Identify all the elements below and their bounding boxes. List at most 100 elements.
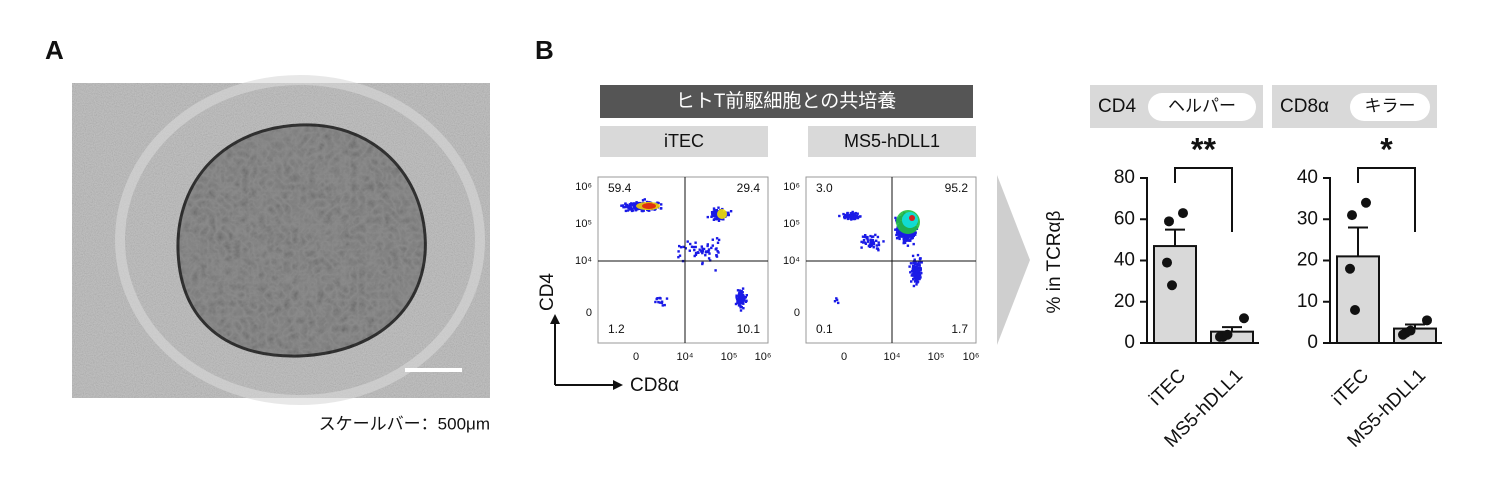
event-dot bbox=[916, 262, 919, 266]
event-dot bbox=[741, 291, 744, 294]
event-dot bbox=[626, 205, 629, 208]
event-dot bbox=[729, 210, 733, 213]
event-dot bbox=[677, 256, 680, 259]
event-dot bbox=[706, 215, 709, 219]
event-dot bbox=[735, 296, 738, 299]
event-dot bbox=[906, 244, 910, 247]
event-dot bbox=[679, 246, 683, 249]
event-dot bbox=[914, 263, 917, 266]
y-label: CD4 bbox=[537, 273, 558, 311]
event-dot bbox=[869, 234, 872, 238]
significance-bracket bbox=[1357, 167, 1416, 232]
header: ヒトT前駆細胞との共培養 bbox=[676, 90, 896, 112]
event-dot bbox=[872, 235, 875, 238]
event-dot bbox=[693, 254, 696, 258]
event-dot bbox=[694, 245, 697, 249]
event-dot bbox=[631, 207, 634, 211]
event-dot bbox=[913, 270, 916, 273]
event-dot bbox=[882, 240, 885, 243]
event-dot bbox=[911, 264, 915, 267]
event-dot bbox=[717, 238, 721, 242]
event-dot bbox=[698, 248, 701, 251]
event-dot bbox=[714, 269, 717, 272]
y-tick-label: 10⁶ bbox=[575, 181, 592, 193]
event-dot bbox=[862, 239, 866, 242]
event-dot bbox=[852, 217, 856, 221]
event-dot bbox=[706, 243, 709, 246]
event-dot bbox=[707, 257, 711, 260]
event-dot bbox=[917, 266, 920, 270]
event-dot bbox=[848, 215, 851, 219]
event-dot bbox=[875, 239, 878, 242]
event-dot bbox=[722, 218, 725, 221]
event-dot bbox=[920, 261, 923, 264]
event-dot bbox=[918, 257, 922, 261]
event-dot bbox=[920, 271, 923, 275]
event-dot bbox=[641, 199, 645, 202]
event-dot bbox=[739, 293, 742, 296]
y-tick-label: 10⁴ bbox=[783, 255, 800, 267]
x-tick-label: 10⁶ bbox=[963, 351, 980, 363]
event-dot bbox=[843, 213, 847, 217]
arrow bbox=[997, 175, 1030, 345]
event-dot bbox=[697, 251, 700, 254]
chart-tag: ヘルパー bbox=[1168, 96, 1236, 115]
event-dot bbox=[872, 241, 876, 244]
significance: * bbox=[1380, 131, 1393, 167]
flow-plot-label: MS5-hDLL1 bbox=[844, 131, 940, 151]
event-dot bbox=[624, 205, 627, 209]
event-dot bbox=[918, 263, 921, 266]
event-dot bbox=[684, 247, 687, 250]
event-dot bbox=[710, 215, 713, 218]
data-point bbox=[1239, 313, 1249, 324]
event-dot bbox=[895, 233, 898, 237]
x-tick-label: 0 bbox=[841, 351, 847, 363]
event-dot bbox=[634, 204, 638, 208]
event-dot bbox=[909, 262, 913, 265]
event-dot bbox=[842, 212, 845, 216]
event-dot bbox=[894, 228, 897, 231]
event-dot bbox=[915, 279, 919, 282]
event-dot bbox=[634, 207, 638, 210]
event-dot bbox=[903, 241, 907, 244]
x-label: CD8α bbox=[630, 375, 679, 396]
event-dot bbox=[641, 209, 644, 213]
event-dot bbox=[726, 213, 730, 216]
y-axis-label: % in TCRαβ bbox=[1044, 211, 1065, 314]
event-dot bbox=[918, 273, 922, 277]
event-dot bbox=[661, 304, 664, 307]
event-dot bbox=[677, 250, 680, 253]
error-bar bbox=[1222, 326, 1242, 332]
y-tick-label: 0 bbox=[1124, 332, 1135, 353]
event-dot bbox=[872, 243, 876, 246]
bar bbox=[1153, 245, 1197, 344]
event-dot bbox=[851, 216, 855, 219]
event-dot bbox=[622, 205, 625, 209]
event-dot bbox=[860, 240, 863, 244]
event-dot bbox=[657, 300, 660, 304]
header-bar bbox=[600, 85, 973, 118]
event-dot bbox=[869, 242, 872, 246]
event-dot bbox=[738, 301, 741, 304]
event-dot bbox=[897, 236, 900, 239]
event-dot bbox=[660, 207, 663, 210]
event-dot bbox=[894, 216, 897, 220]
data-point bbox=[1345, 263, 1355, 274]
event-dot bbox=[739, 291, 742, 294]
event-dot bbox=[744, 296, 747, 299]
event-dot bbox=[717, 219, 721, 222]
event-dot bbox=[738, 303, 741, 307]
event-dot bbox=[850, 214, 854, 217]
event-dot bbox=[910, 280, 913, 283]
event-dot bbox=[660, 300, 664, 303]
event-dot bbox=[630, 202, 633, 205]
event-dot bbox=[846, 214, 850, 218]
y-tick-label: 60 bbox=[1114, 208, 1135, 229]
density-core bbox=[717, 209, 727, 219]
event-dot bbox=[727, 211, 730, 215]
event-dot bbox=[916, 264, 919, 267]
data-point bbox=[1361, 197, 1371, 208]
event-dot bbox=[635, 201, 638, 204]
event-dot bbox=[653, 208, 656, 211]
event-dot bbox=[715, 213, 718, 216]
